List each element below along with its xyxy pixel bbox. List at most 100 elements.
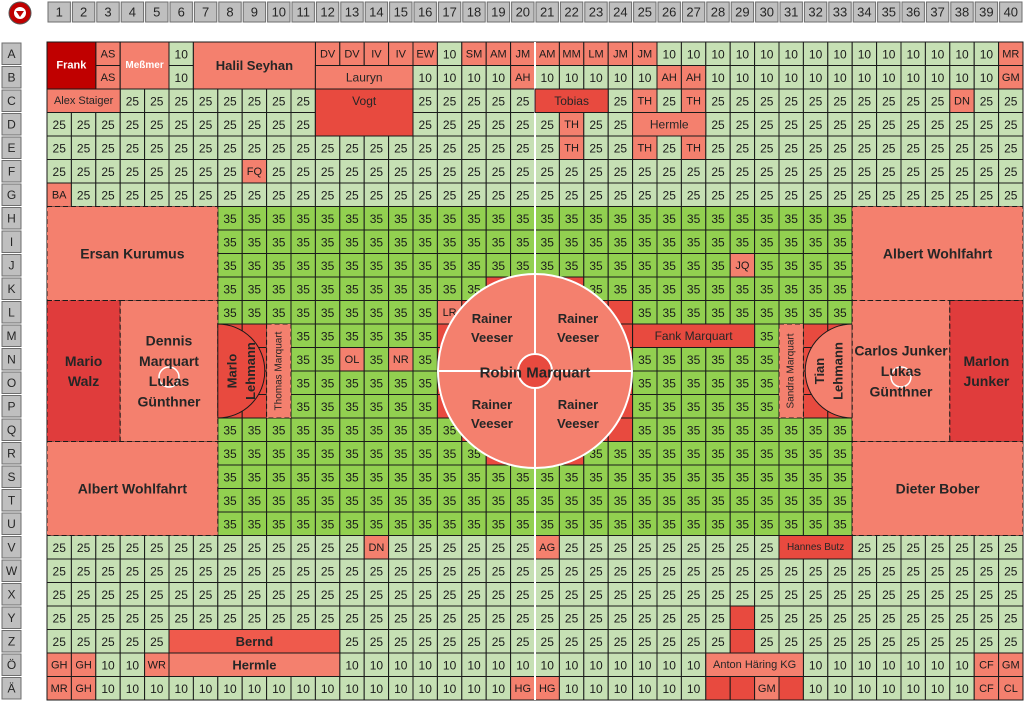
cell-price: 35 — [711, 259, 725, 273]
cell-initials: DN — [954, 95, 970, 107]
cell-initials: JQ — [735, 260, 750, 272]
row-header: X — [7, 587, 15, 601]
cell-price: 25 — [614, 94, 628, 108]
cell-price: 10 — [858, 682, 872, 696]
cell-price: 35 — [711, 212, 725, 226]
cell-price: 25 — [931, 141, 945, 155]
cell-price: 25 — [955, 564, 969, 578]
cell-price: 35 — [297, 212, 311, 226]
cell-price: 25 — [760, 165, 774, 179]
block-area — [314, 88, 414, 137]
cell-price: 10 — [492, 682, 506, 696]
cell-initials: JM — [613, 48, 628, 60]
cell-price: 25 — [419, 541, 433, 555]
cell-price: 25 — [541, 564, 555, 578]
cell-price: 25 — [1004, 611, 1018, 625]
cell-initials: AS — [101, 48, 116, 60]
cell-price: 35 — [223, 306, 237, 320]
cell-price: 25 — [492, 588, 506, 602]
row-header: Q — [7, 423, 16, 437]
cell-price: 35 — [809, 423, 823, 437]
cell — [729, 605, 756, 630]
cell-price: 25 — [53, 541, 67, 555]
cell-price: 25 — [736, 564, 750, 578]
cell-price: 25 — [785, 94, 799, 108]
block: Hermle — [632, 112, 707, 137]
cell-price: 35 — [833, 282, 847, 296]
cell-price: 25 — [589, 141, 603, 155]
row-header: V — [7, 540, 15, 554]
cell-price: 25 — [589, 564, 603, 578]
cell-price: 25 — [223, 165, 237, 179]
cell-price: 10 — [687, 47, 701, 61]
cell-price: 25 — [785, 564, 799, 578]
cell-price: 25 — [833, 588, 847, 602]
block-label: Albert Wohlfahrt — [78, 481, 188, 497]
cell-price: 35 — [663, 212, 677, 226]
row-header: L — [8, 305, 15, 319]
cell-price: 25 — [467, 588, 481, 602]
cell-price: 25 — [345, 611, 359, 625]
cell-price: 35 — [614, 494, 628, 508]
cell-price: 25 — [248, 94, 262, 108]
cell-price: 35 — [345, 376, 359, 390]
block: Meßmer — [119, 41, 170, 90]
cell-price: 35 — [809, 282, 823, 296]
cell-price: 25 — [833, 118, 847, 132]
cell-price: 25 — [394, 564, 408, 578]
column-header: 23 — [589, 5, 603, 20]
cell-price: 25 — [394, 611, 408, 625]
column-header-box — [535, 1, 559, 23]
cell-price: 35 — [711, 447, 725, 461]
cell-price: 25 — [126, 141, 140, 155]
cell-initials: JM — [515, 48, 530, 60]
cell-price: 35 — [492, 235, 506, 249]
cell-price: 25 — [175, 141, 189, 155]
cell-price: 35 — [370, 423, 384, 437]
cell-price: 10 — [614, 71, 628, 85]
column-header: 40 — [1004, 5, 1018, 20]
cell-price: 35 — [443, 494, 457, 508]
cell-price: 10 — [101, 682, 115, 696]
cell-initials: AH — [662, 72, 677, 84]
cell-price: 25 — [297, 611, 311, 625]
column-header: 2 — [80, 5, 87, 20]
cell-price: 35 — [687, 423, 701, 437]
cell-price: 25 — [297, 588, 311, 602]
cell-price: 35 — [663, 400, 677, 414]
cell-price: 35 — [760, 306, 774, 320]
cell-initials: GH — [75, 683, 92, 695]
cell-price: 35 — [443, 470, 457, 484]
cell-price: 25 — [541, 118, 555, 132]
cell-price: 35 — [419, 282, 433, 296]
cell-price: 25 — [101, 141, 115, 155]
cell-price: 25 — [955, 635, 969, 649]
cell-price: 25 — [419, 165, 433, 179]
cell-price: 25 — [126, 588, 140, 602]
cell-price: 25 — [638, 564, 652, 578]
cell-price: 25 — [419, 635, 433, 649]
block-text: Dieter Bober — [896, 481, 981, 497]
cell-price: 10 — [126, 658, 140, 672]
cell-price: 35 — [370, 235, 384, 249]
block: Bernd — [168, 629, 341, 654]
cell-price: 25 — [882, 165, 896, 179]
cell-price: 25 — [638, 188, 652, 202]
cell-price: 25 — [931, 188, 945, 202]
cell-price: 25 — [785, 118, 799, 132]
cell-price: 25 — [370, 611, 384, 625]
cell-price: 35 — [565, 517, 579, 531]
row-header: K — [7, 282, 15, 296]
column-header-box — [828, 1, 852, 23]
cell-price: 25 — [955, 141, 969, 155]
cell-initials: SM — [466, 48, 483, 60]
column-header-box — [218, 1, 242, 23]
block: Carlos Junker Lukas Günthner — [851, 300, 951, 442]
column-header-box — [145, 1, 169, 23]
cell-price: 25 — [223, 94, 237, 108]
row-header: T — [8, 493, 16, 507]
cell-price: 25 — [833, 635, 847, 649]
cell-price: 10 — [394, 682, 408, 696]
cell-price: 35 — [370, 259, 384, 273]
cell-price: 35 — [297, 470, 311, 484]
